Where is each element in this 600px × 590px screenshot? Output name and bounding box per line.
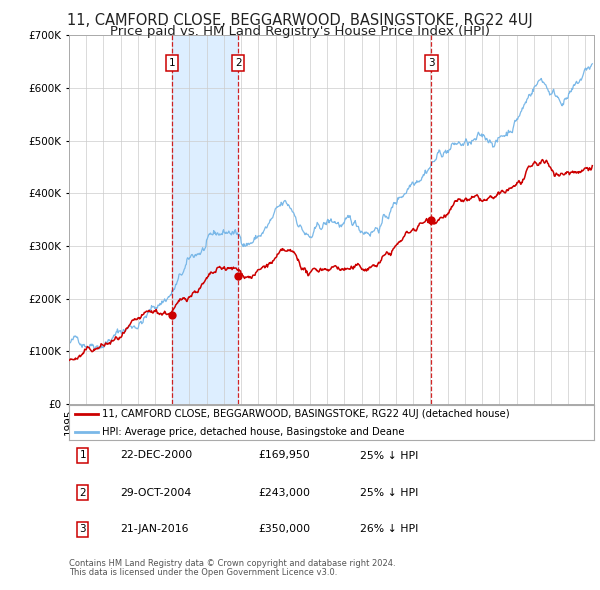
Text: 11, CAMFORD CLOSE, BEGGARWOOD, BASINGSTOKE, RG22 4UJ (detached house): 11, CAMFORD CLOSE, BEGGARWOOD, BASINGSTO… bbox=[101, 409, 509, 419]
Text: Contains HM Land Registry data © Crown copyright and database right 2024.: Contains HM Land Registry data © Crown c… bbox=[69, 559, 395, 568]
Text: 1: 1 bbox=[79, 451, 86, 460]
Text: 1: 1 bbox=[169, 58, 175, 68]
Text: 2: 2 bbox=[79, 488, 86, 497]
Text: £350,000: £350,000 bbox=[258, 525, 310, 534]
Text: £243,000: £243,000 bbox=[258, 488, 310, 497]
Text: 29-OCT-2004: 29-OCT-2004 bbox=[120, 488, 191, 497]
Text: 21-JAN-2016: 21-JAN-2016 bbox=[120, 525, 188, 534]
Text: This data is licensed under the Open Government Licence v3.0.: This data is licensed under the Open Gov… bbox=[69, 568, 337, 577]
Text: 25% ↓ HPI: 25% ↓ HPI bbox=[360, 451, 418, 460]
Text: 11, CAMFORD CLOSE, BEGGARWOOD, BASINGSTOKE, RG22 4UJ: 11, CAMFORD CLOSE, BEGGARWOOD, BASINGSTO… bbox=[67, 13, 533, 28]
Text: 26% ↓ HPI: 26% ↓ HPI bbox=[360, 525, 418, 534]
Bar bbox=[172, 35, 238, 404]
Text: 3: 3 bbox=[428, 58, 434, 68]
Text: £169,950: £169,950 bbox=[258, 451, 310, 460]
Text: 3: 3 bbox=[79, 525, 86, 534]
Text: 2: 2 bbox=[235, 58, 242, 68]
Text: HPI: Average price, detached house, Basingstoke and Deane: HPI: Average price, detached house, Basi… bbox=[101, 427, 404, 437]
Text: Price paid vs. HM Land Registry's House Price Index (HPI): Price paid vs. HM Land Registry's House … bbox=[110, 25, 490, 38]
Text: 25% ↓ HPI: 25% ↓ HPI bbox=[360, 488, 418, 497]
Text: 22-DEC-2000: 22-DEC-2000 bbox=[120, 451, 192, 460]
